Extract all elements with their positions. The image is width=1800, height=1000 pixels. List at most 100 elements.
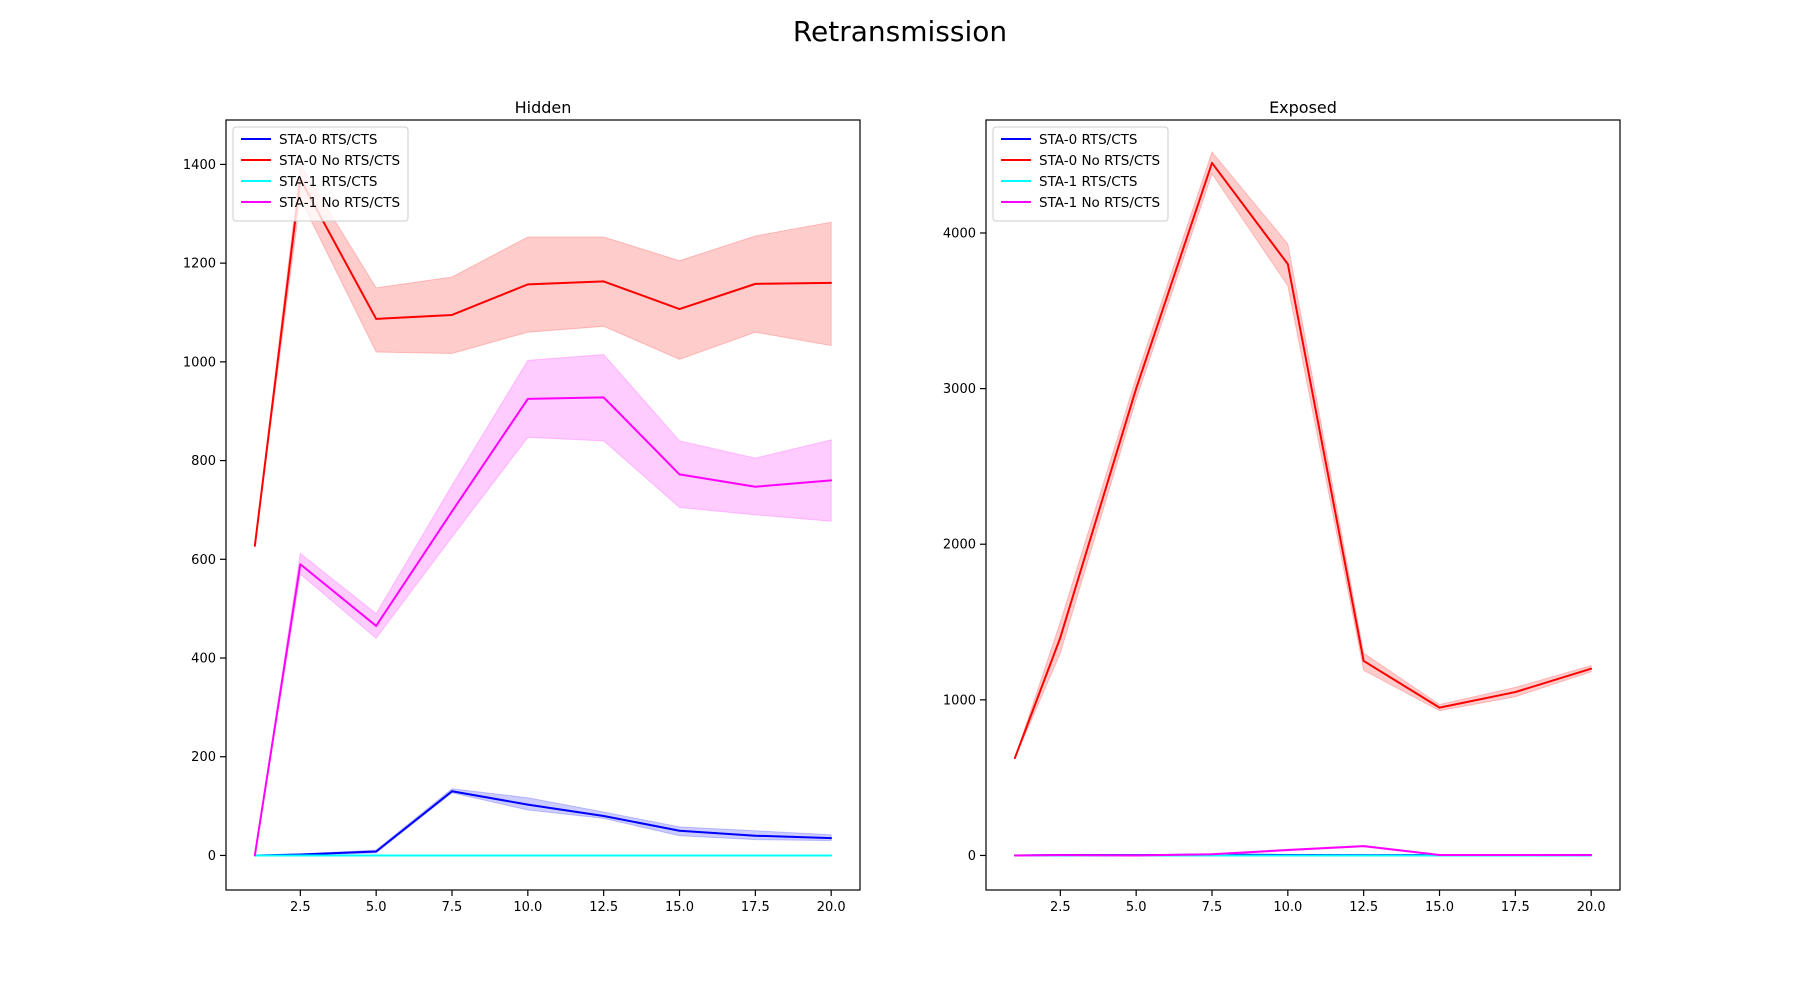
- hidden-point-sta-1-no-rts-cts-7: [754, 485, 757, 488]
- exposed-panel: 2.5 5.0 7.5 10.0 12.5 15.0 17.5 20.0 0 1000 2000 30…: [943, 98, 1621, 915]
- exposed-point-sta-0-no-rts-cts-1: [1059, 636, 1062, 639]
- hidden-point-sta-0-rts-cts-2: [375, 850, 378, 853]
- exposed-legend-label-sta-0-rts-cts: STA-0 RTS/CTS: [1039, 132, 1137, 148]
- hidden-point-sta-0-rts-cts-3: [451, 790, 453, 793]
- exposed-x-tick-label: 12.5: [1349, 900, 1378, 915]
- hidden-point-sta-0-no-rts-cts-4: [526, 283, 529, 286]
- hidden-point-sta-1-no-rts-cts-5: [602, 396, 605, 399]
- hidden-x-tick-label: 20.0: [817, 900, 846, 915]
- exposed-x-tick-label: 5.0: [1126, 900, 1147, 915]
- exposed-point-sta-0-no-rts-cts-6: [1438, 706, 1441, 709]
- hidden-point-sta-0-no-rts-cts-5: [602, 280, 605, 283]
- hidden-x-tick-label: 10.0: [513, 900, 542, 915]
- hidden-point-sta-1-no-rts-cts-4: [526, 397, 529, 400]
- hidden-point-sta-0-no-rts-cts-8: [830, 281, 833, 284]
- hidden-point-sta-1-no-rts-cts-8: [830, 479, 833, 482]
- exposed-point-sta-1-no-rts-cts-1: [1059, 854, 1062, 857]
- hidden-y-tick-label: 1000: [183, 355, 216, 370]
- hidden-point-sta-0-no-rts-cts-6: [678, 308, 681, 310]
- hidden-point-sta-0-rts-cts-6: [678, 829, 681, 832]
- hidden-legend-box: [232, 126, 409, 222]
- hidden-point-sta-0-no-rts-cts-2: [375, 318, 378, 320]
- hidden-panel: 2.5 5.0 7.5 10.0 12.5 15.0 17.5 20.0 0 200 400 600 8…: [183, 98, 861, 915]
- exposed-point-sta-1-rts-cts-5: [1362, 854, 1365, 857]
- exposed-y-tick-label: 1000: [943, 693, 976, 708]
- hidden-point-sta-0-rts-cts-7: [754, 834, 757, 837]
- exposed-x-tick-label: 7.5: [1202, 900, 1223, 915]
- hidden-x-tick-label: 5.0: [366, 900, 387, 915]
- hidden-panel-title: Hidden: [515, 98, 572, 117]
- hidden-point-sta-0-rts-cts-5: [602, 815, 605, 817]
- exposed-x-tick-label: 10.0: [1273, 900, 1302, 915]
- exposed-point-sta-1-no-rts-cts-4: [1286, 849, 1289, 851]
- hidden-y-tick-label: 800: [191, 454, 216, 469]
- hidden-y-tick-label: 0: [208, 849, 216, 864]
- exposed-x-tick-label: 2.5: [1050, 900, 1071, 915]
- exposed-point-sta-1-no-rts-cts-8: [1590, 854, 1593, 857]
- exposed-point-sta-1-no-rts-cts-3: [1211, 853, 1213, 856]
- exposed-legend-label-sta-1-no-rts-cts: STA-1 No RTS/CTS: [1039, 195, 1160, 211]
- exposed-axes-frame: [985, 119, 1621, 891]
- exposed-plot-area: [986, 120, 1620, 890]
- hidden-point-sta-1-rts-cts-3: [451, 854, 453, 857]
- hidden-point-sta-1-rts-cts-2: [375, 854, 378, 857]
- exposed-point-sta-1-no-rts-cts-5: [1362, 845, 1365, 848]
- hidden-y-tick-label: 400: [191, 652, 216, 667]
- hidden-point-sta-1-rts-cts-7: [754, 854, 757, 857]
- hidden-point-sta-1-rts-cts-8: [830, 854, 833, 857]
- exposed-x-tick-label: 15.0: [1425, 900, 1454, 915]
- exposed-point-sta-1-no-rts-cts-6: [1438, 854, 1441, 856]
- hidden-legend-label-sta-0-rts-cts: STA-0 RTS/CTS: [279, 132, 377, 148]
- hidden-point-sta-1-no-rts-cts-3: [451, 510, 453, 513]
- exposed-point-sta-1-rts-cts-4: [1286, 854, 1289, 857]
- hidden-point-sta-1-no-rts-cts-1: [299, 563, 302, 566]
- hidden-plot-area: [226, 120, 860, 890]
- exposed-point-sta-0-no-rts-cts-4: [1286, 263, 1289, 265]
- exposed-x-tick-label: 17.5: [1501, 900, 1530, 915]
- hidden-point-sta-1-no-rts-cts-2: [375, 625, 378, 627]
- exposed-point-sta-1-no-rts-cts-7: [1514, 854, 1517, 856]
- hidden-point-sta-0-rts-cts-4: [526, 803, 529, 806]
- exposed-y-tick-label: 3000: [943, 382, 976, 397]
- hidden-point-sta-0-no-rts-cts-0: [253, 545, 256, 547]
- hidden-x-tick-label: 7.5: [442, 900, 463, 915]
- exposed-point-sta-1-no-rts-cts-0: [1013, 854, 1016, 857]
- exposed-y-tick-label: 4000: [943, 226, 976, 241]
- exposed-y-tick-label: 2000: [943, 538, 976, 553]
- hidden-legend-label-sta-1-rts-cts: STA-1 RTS/CTS: [279, 174, 377, 190]
- hidden-point-sta-1-rts-cts-1: [299, 854, 302, 857]
- exposed-x-tick-label: 20.0: [1577, 900, 1606, 915]
- hidden-point-sta-1-rts-cts-4: [526, 854, 529, 857]
- hidden-point-sta-0-no-rts-cts-7: [754, 282, 757, 285]
- exposed-point-sta-0-no-rts-cts-5: [1362, 660, 1365, 662]
- hidden-x-tick-label: 2.5: [290, 900, 311, 915]
- hidden-y-tick-label: 600: [191, 553, 216, 568]
- hidden-y-tick-label: 1200: [183, 257, 216, 272]
- hidden-axes-frame: [225, 119, 861, 891]
- hidden-legend: STA-0 RTS/CTS STA-0 No RTS/CTS STA-1 RTS/C…: [232, 126, 409, 222]
- exposed-legend: STA-0 RTS/CTS STA-0 No RTS/CTS STA-1 RTS/C…: [992, 126, 1169, 222]
- hidden-plot-content: [253, 162, 833, 857]
- hidden-point-sta-0-no-rts-cts-3: [451, 314, 453, 316]
- hidden-point-sta-1-no-rts-cts-6: [678, 473, 681, 476]
- exposed-panel-title: Exposed: [1269, 98, 1337, 117]
- exposed-legend-box: [992, 126, 1169, 222]
- exposed-legend-label-sta-1-rts-cts: STA-1 RTS/CTS: [1039, 174, 1137, 190]
- exposed-y-tick-label: 0: [968, 849, 976, 864]
- hidden-point-sta-0-rts-cts-8: [830, 837, 833, 840]
- hidden-y-tick-label: 1400: [183, 158, 216, 173]
- exposed-point-sta-0-no-rts-cts-2: [1135, 387, 1138, 390]
- hidden-legend-label-sta-1-no-rts-cts: STA-1 No RTS/CTS: [279, 195, 400, 211]
- exposed-point-sta-0-no-rts-cts-0: [1013, 757, 1016, 760]
- figure-title: Retransmission: [793, 15, 1007, 48]
- exposed-point-sta-0-no-rts-cts-3: [1211, 162, 1213, 164]
- hidden-point-sta-1-rts-cts-6: [678, 854, 681, 857]
- hidden-point-sta-1-rts-cts-5: [602, 854, 605, 857]
- exposed-plot-content: [1013, 151, 1593, 857]
- hidden-y-tick-label: 200: [191, 750, 216, 765]
- hidden-x-tick-label: 12.5: [589, 900, 618, 915]
- exposed-point-sta-1-no-rts-cts-2: [1135, 854, 1138, 857]
- hidden-point-sta-1-no-rts-cts-0: [253, 854, 256, 857]
- hidden-x-tick-label: 15.0: [665, 900, 694, 915]
